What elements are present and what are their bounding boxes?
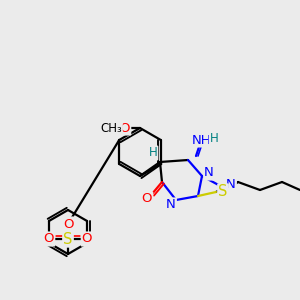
- Text: O: O: [142, 193, 152, 206]
- Text: CH₃: CH₃: [100, 122, 122, 134]
- Text: O: O: [82, 232, 92, 245]
- Text: S: S: [218, 184, 228, 200]
- Text: N: N: [226, 178, 236, 191]
- Text: N: N: [166, 199, 176, 212]
- Text: O: O: [120, 122, 130, 134]
- Text: NH: NH: [192, 134, 212, 146]
- Text: S: S: [63, 232, 73, 247]
- Text: O: O: [63, 218, 73, 230]
- Text: H: H: [210, 131, 218, 145]
- Text: H: H: [148, 146, 158, 160]
- Text: O: O: [44, 232, 54, 245]
- Text: N: N: [204, 167, 214, 179]
